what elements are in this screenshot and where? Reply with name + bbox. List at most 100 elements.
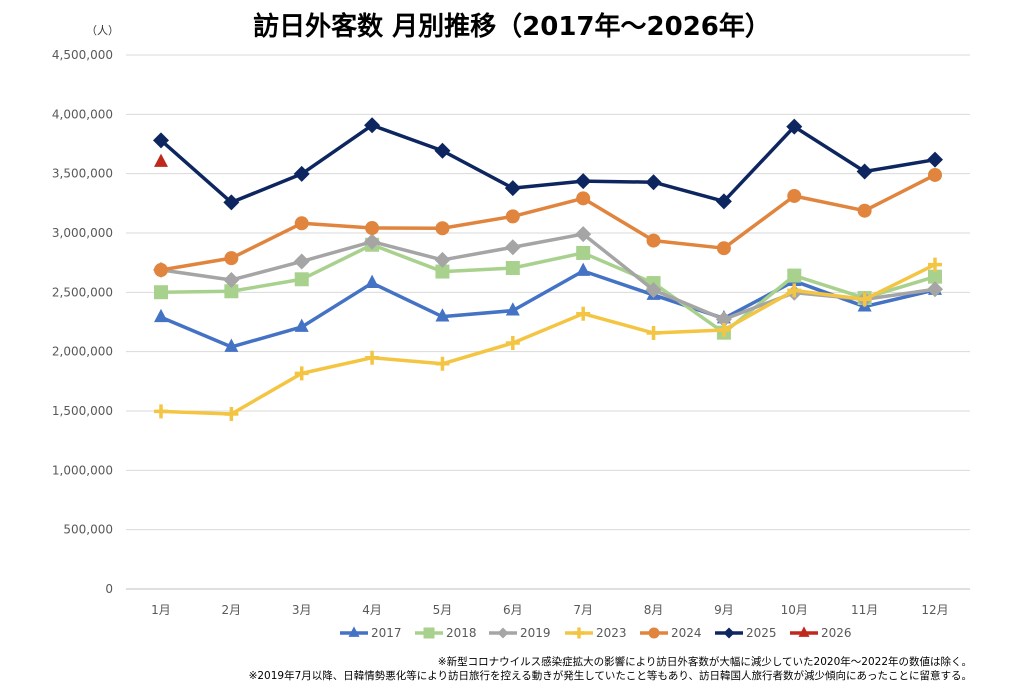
diamond-marker: [786, 118, 803, 135]
diamond-marker: [645, 281, 662, 298]
diamond-marker: [497, 627, 509, 639]
square-marker: [435, 264, 450, 279]
legend-label: 2025: [746, 626, 777, 640]
diamond-marker: [575, 226, 592, 243]
x-tick-label: 1月: [151, 603, 171, 617]
triangle-marker: [435, 308, 450, 322]
triangle-marker: [505, 302, 520, 316]
legend-item-2025: 2025: [715, 626, 777, 640]
circle-marker: [294, 216, 309, 231]
diamond-marker: [364, 233, 381, 250]
x-tick-label: 6月: [503, 603, 523, 617]
series-2018: [154, 237, 942, 340]
diamond-marker: [223, 194, 240, 211]
circle-marker: [857, 203, 872, 218]
series-2017: [154, 262, 942, 352]
diamond-marker: [715, 193, 732, 210]
legend-label: 2017: [371, 626, 402, 640]
legend-item-2024: 2024: [640, 626, 702, 640]
square-marker: [576, 245, 591, 260]
circle-marker: [648, 627, 660, 639]
plus-marker: [154, 404, 168, 419]
y-tick-label: 1,500,000: [52, 404, 113, 418]
triangle-marker: [154, 308, 168, 323]
diamond-marker: [856, 163, 873, 180]
y-tick-label: 0: [105, 582, 113, 596]
legend-item-2019: 2019: [489, 626, 551, 640]
series-2024: [154, 167, 942, 278]
footnote-1: ※新型コロナウイルス感染症拡大の影響により訪日外客数が大幅に減少していた2020…: [437, 656, 972, 668]
plus-marker: [573, 627, 585, 639]
x-tick-label: 9月: [714, 603, 734, 617]
circle-marker: [576, 191, 591, 206]
legend-label: 2019: [520, 626, 551, 640]
circle-marker: [224, 251, 239, 266]
legend-item-2017: 2017: [340, 626, 402, 640]
series-line-2023: [160, 262, 936, 416]
y-tick-label: 4,500,000: [52, 48, 113, 62]
triangle-marker: [798, 626, 810, 637]
series-2023: [154, 257, 942, 421]
legend-item-2026: 2026: [790, 626, 852, 640]
plus-marker: [294, 366, 309, 381]
square-marker: [224, 284, 239, 299]
square-marker: [505, 261, 520, 276]
plus-marker: [365, 350, 380, 365]
x-tick-label: 3月: [292, 603, 312, 617]
diamond-marker: [504, 180, 521, 197]
series-line-2025: [159, 123, 936, 205]
circle-marker: [928, 167, 942, 182]
x-tick-label: 2月: [222, 603, 242, 617]
triangle-marker: [224, 338, 239, 352]
diamond-marker: [927, 281, 943, 298]
diamond-marker: [504, 239, 521, 256]
plus-marker: [435, 356, 450, 371]
diamond-marker: [927, 151, 943, 168]
legend-item-2023: 2023: [565, 626, 627, 640]
x-tick-label: 4月: [362, 603, 382, 617]
y-tick-label: 2,500,000: [52, 285, 113, 299]
y-tick-label: 3,000,000: [52, 226, 113, 240]
x-tick-label: 8月: [644, 603, 664, 617]
legend-label: 2018: [446, 626, 477, 640]
y-axis-unit: （人）: [86, 24, 119, 37]
diamond-marker: [364, 117, 381, 134]
chart-title: 訪日外客数 月別推移（2017年～2026年）: [253, 12, 771, 42]
diamond-marker: [223, 271, 240, 288]
footnote-2: ※2019年7月以降、日韓情勢悪化等により訪日旅行を控える動きが発生していたこと…: [248, 670, 972, 682]
series-line-2018: [160, 242, 936, 335]
series-line-2017: [160, 269, 936, 349]
circle-marker: [365, 221, 380, 236]
diamond-marker: [434, 142, 451, 159]
plus-marker: [224, 406, 239, 421]
y-tick-label: 4,000,000: [52, 107, 113, 121]
y-tick-label: 3,500,000: [52, 167, 113, 181]
square-marker: [787, 268, 802, 283]
square-marker: [928, 269, 942, 284]
diamond-marker: [153, 132, 169, 149]
diamond-marker: [723, 627, 735, 639]
diamond-marker: [293, 253, 310, 270]
y-tick-label: 1,000,000: [52, 463, 113, 477]
series-2026: [154, 153, 168, 167]
x-tick-label: 12月: [921, 603, 948, 617]
diamond-marker: [715, 311, 732, 328]
x-tick-label: 5月: [433, 603, 453, 617]
series-2019: [153, 226, 943, 328]
plus-marker: [716, 322, 731, 337]
series-2025: [153, 117, 943, 211]
diamond-marker: [293, 165, 310, 182]
circle-marker: [716, 241, 731, 256]
triangle-marker: [294, 318, 309, 332]
series-line-2024: [160, 173, 936, 272]
triangle-marker: [348, 626, 360, 637]
triangle-marker: [154, 153, 168, 167]
plus-marker: [787, 283, 802, 298]
legend-label: 2026: [821, 626, 852, 640]
x-tick-label: 11月: [851, 603, 878, 617]
legend-label: 2024: [671, 626, 702, 640]
legend-label: 2023: [596, 626, 627, 640]
circle-marker: [646, 233, 661, 248]
